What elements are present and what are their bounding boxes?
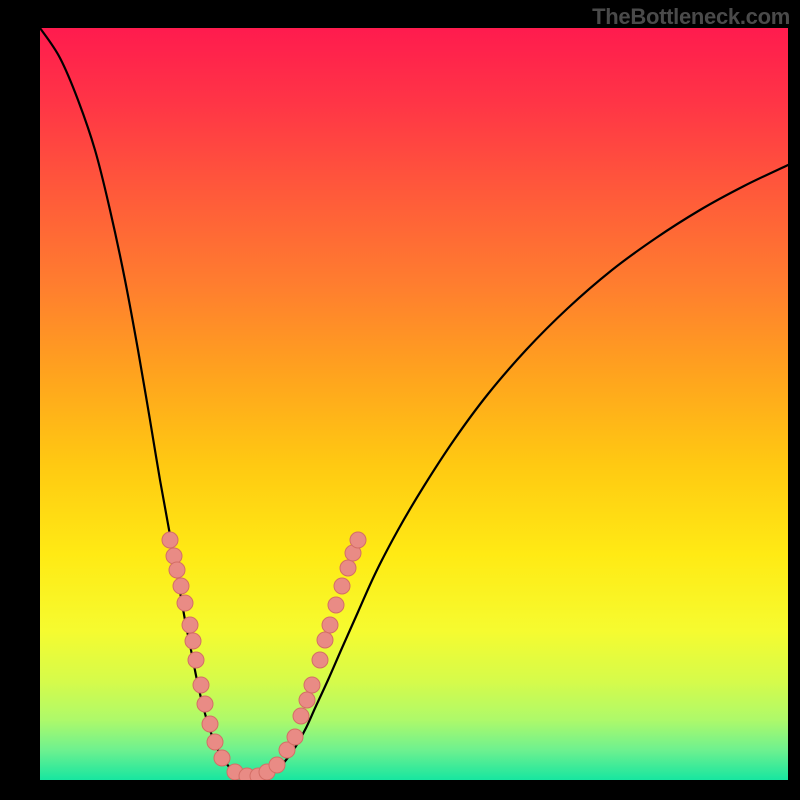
chart-container: TheBottleneck.com [0, 0, 800, 800]
plot-area [40, 28, 788, 780]
data-marker [162, 532, 178, 548]
data-marker [293, 708, 309, 724]
data-marker [322, 617, 338, 633]
data-marker [328, 597, 344, 613]
data-marker [214, 750, 230, 766]
data-marker [317, 632, 333, 648]
data-marker [182, 617, 198, 633]
data-marker [166, 548, 182, 564]
data-marker [340, 560, 356, 576]
data-marker [193, 677, 209, 693]
data-marker [173, 578, 189, 594]
data-marker [334, 578, 350, 594]
bottleneck-curve [40, 28, 788, 778]
data-marker [197, 696, 213, 712]
data-marker [177, 595, 193, 611]
data-marker [350, 532, 366, 548]
curve-layer [40, 28, 788, 780]
data-markers [162, 532, 366, 780]
data-marker [269, 757, 285, 773]
data-marker [287, 729, 303, 745]
data-marker [169, 562, 185, 578]
data-marker [202, 716, 218, 732]
data-marker [304, 677, 320, 693]
data-marker [207, 734, 223, 750]
data-marker [299, 692, 315, 708]
data-marker [188, 652, 204, 668]
data-marker [312, 652, 328, 668]
watermark-text: TheBottleneck.com [592, 4, 790, 30]
data-marker [185, 633, 201, 649]
